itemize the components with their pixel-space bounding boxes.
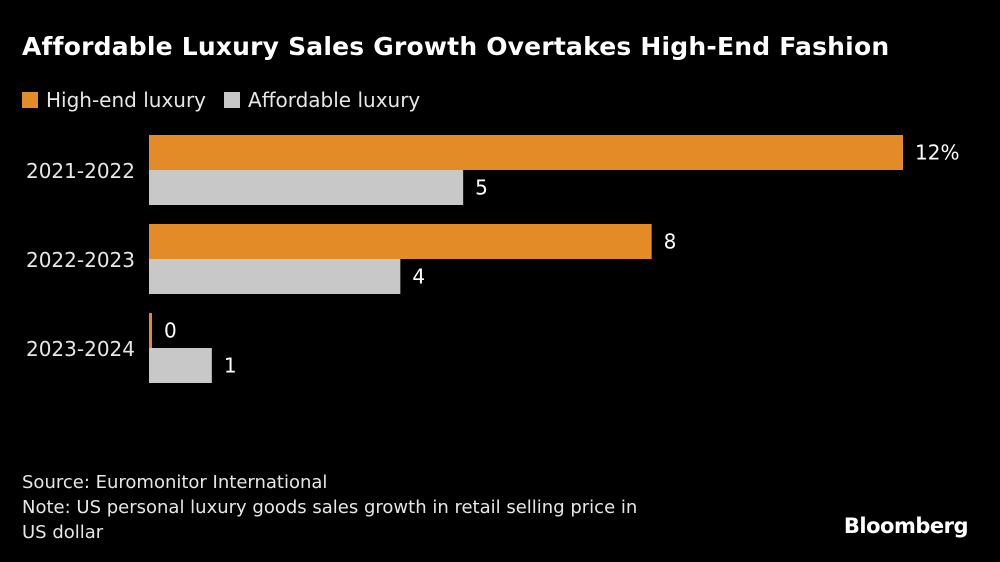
legend-swatch xyxy=(224,92,241,108)
legend-label: High-end luxury xyxy=(46,88,207,112)
bloomberg-logo: Bloomberg xyxy=(843,514,969,538)
data-label: 0 xyxy=(164,319,177,343)
footnote-line-2: US dollar xyxy=(22,522,104,543)
bar-affordable xyxy=(149,348,212,383)
bar-high-end xyxy=(149,135,903,170)
legend-item-affordable: Affordable luxury xyxy=(224,88,420,112)
legend-item-high-end: High-end luxury xyxy=(22,88,206,112)
data-label: 12% xyxy=(915,141,959,165)
data-label: 1 xyxy=(224,354,237,378)
bar-affordable xyxy=(149,170,464,205)
category-label: 2023-2024 xyxy=(26,337,135,361)
bar-affordable xyxy=(149,259,401,294)
data-label: 8 xyxy=(664,230,677,254)
category-label: 2022-2023 xyxy=(26,248,135,272)
category-label: 2021-2022 xyxy=(26,159,135,183)
data-label: 4 xyxy=(412,265,425,289)
footnote-line-1: Note: US personal luxury goods sales gro… xyxy=(22,497,638,518)
data-label: 5 xyxy=(475,176,488,200)
bar-high-end xyxy=(149,313,152,348)
chart-title: Affordable Luxury Sales Growth Overtakes… xyxy=(22,32,890,61)
legend: High-end luxury Affordable luxury xyxy=(22,88,438,112)
legend-label: Affordable luxury xyxy=(248,88,421,112)
source-note: Source: Euromonitor International xyxy=(22,472,328,493)
legend-swatch xyxy=(22,92,38,108)
bar-high-end xyxy=(149,224,652,259)
